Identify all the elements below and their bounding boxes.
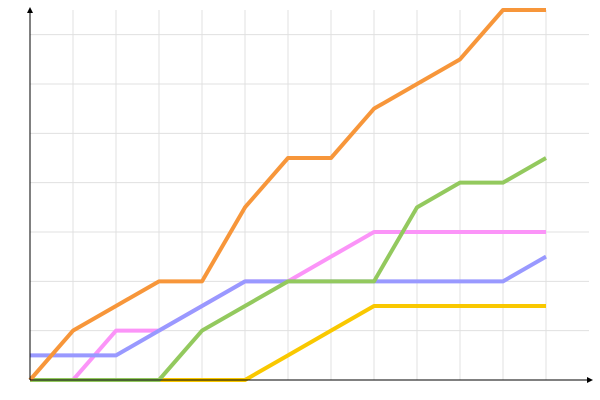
line-series [28,8,546,382]
grid [30,10,589,380]
